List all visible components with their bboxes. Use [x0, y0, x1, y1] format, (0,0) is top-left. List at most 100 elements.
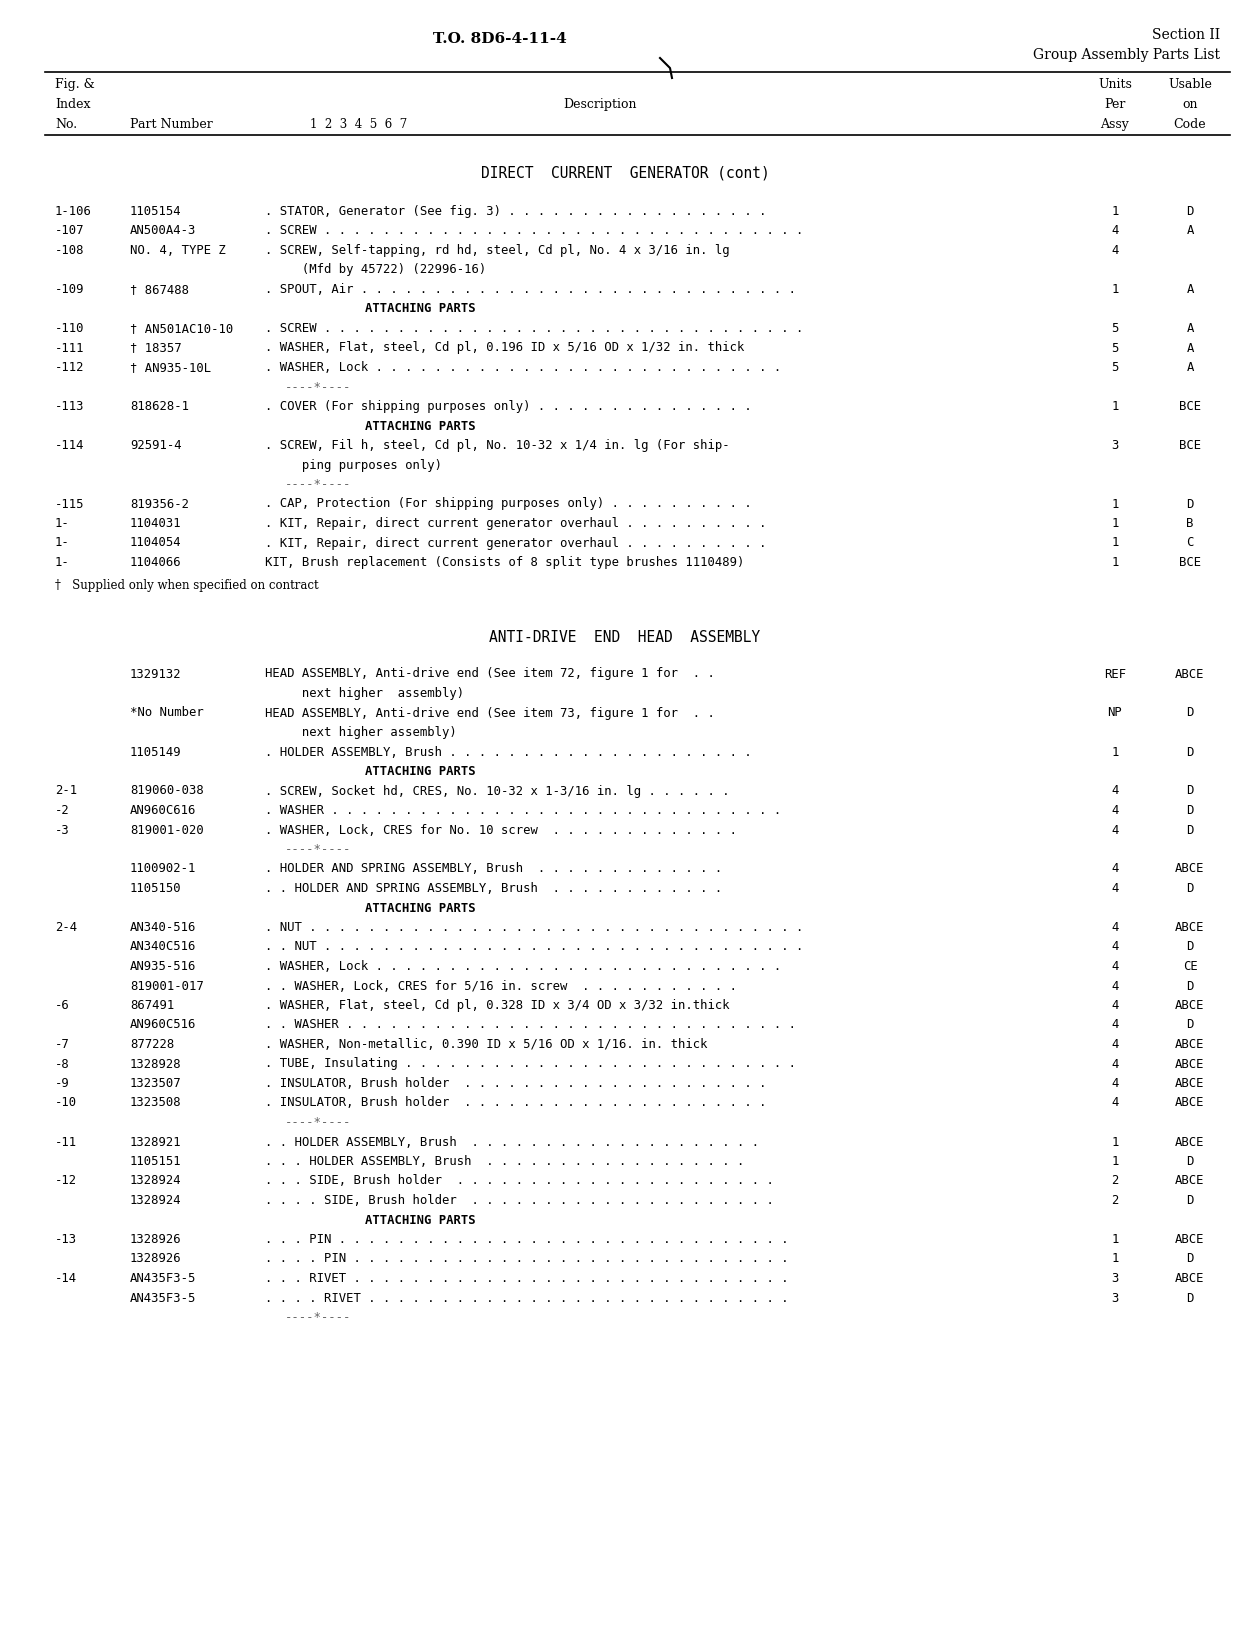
Text: . INSULATOR, Brush holder  . . . . . . . . . . . . . . . . . . . . .: . INSULATOR, Brush holder . . . . . . . … [265, 1077, 767, 1090]
Text: D: D [1186, 1018, 1193, 1031]
Text: ABCE: ABCE [1175, 1174, 1205, 1187]
Text: -114: -114 [55, 440, 85, 451]
Text: ABCE: ABCE [1175, 921, 1205, 934]
Text: † 18357: † 18357 [130, 341, 181, 354]
Text: 4: 4 [1111, 960, 1118, 973]
Text: A: A [1186, 361, 1193, 374]
Text: *No Number: *No Number [130, 707, 204, 720]
Text: . . NUT . . . . . . . . . . . . . . . . . . . . . . . . . . . . . . . . .: . . NUT . . . . . . . . . . . . . . . . … [265, 940, 803, 954]
Text: 1-: 1- [55, 517, 70, 530]
Text: AN435F3-5: AN435F3-5 [130, 1291, 196, 1304]
Text: 4: 4 [1111, 940, 1118, 954]
Text: 4: 4 [1111, 1000, 1118, 1011]
Text: ----*----: ----*---- [285, 478, 352, 491]
Text: AN340C516: AN340C516 [130, 940, 196, 954]
Text: 5: 5 [1111, 323, 1118, 334]
Text: 4: 4 [1111, 244, 1118, 257]
Text: 2-1: 2-1 [55, 784, 78, 797]
Text: 1: 1 [1111, 1234, 1118, 1247]
Text: 1-: 1- [55, 557, 70, 568]
Text: . KIT, Repair, direct current generator overhaul . . . . . . . . . .: . KIT, Repair, direct current generator … [265, 537, 767, 550]
Text: ATTACHING PARTS: ATTACHING PARTS [365, 420, 475, 433]
Text: HEAD ASSEMBLY, Anti-drive end (See item 73, figure 1 for  . .: HEAD ASSEMBLY, Anti-drive end (See item … [265, 707, 714, 720]
Text: 3: 3 [1111, 1291, 1118, 1304]
Text: BCE: BCE [1178, 400, 1201, 413]
Text: Assy: Assy [1101, 119, 1130, 132]
Text: A: A [1186, 283, 1193, 296]
Text: BCE: BCE [1178, 440, 1201, 451]
Text: NO. 4, TYPE Z: NO. 4, TYPE Z [130, 244, 226, 257]
Text: 1: 1 [1111, 746, 1118, 759]
Text: -2: -2 [55, 804, 70, 817]
Text: Usable: Usable [1168, 77, 1212, 91]
Text: -10: -10 [55, 1097, 78, 1110]
Text: ----*----: ----*---- [285, 1117, 352, 1128]
Text: Fig. &: Fig. & [55, 77, 95, 91]
Text: 1104066: 1104066 [130, 557, 181, 568]
Text: ATTACHING PARTS: ATTACHING PARTS [365, 303, 475, 316]
Text: D: D [1186, 824, 1193, 837]
Text: CE: CE [1182, 960, 1197, 973]
Text: Units: Units [1098, 77, 1132, 91]
Text: 1: 1 [1111, 1252, 1118, 1265]
Text: . . . HOLDER ASSEMBLY, Brush  . . . . . . . . . . . . . . . . . .: . . . HOLDER ASSEMBLY, Brush . . . . . .… [265, 1155, 744, 1168]
Text: . SPOUT, Air . . . . . . . . . . . . . . . . . . . . . . . . . . . . . .: . SPOUT, Air . . . . . . . . . . . . . .… [265, 283, 796, 296]
Text: 1328928: 1328928 [130, 1057, 181, 1071]
Text: . TUBE, Insulating . . . . . . . . . . . . . . . . . . . . . . . . . . .: . TUBE, Insulating . . . . . . . . . . .… [265, 1057, 796, 1071]
Text: 4: 4 [1111, 824, 1118, 837]
Text: Part Number: Part Number [130, 119, 213, 132]
Text: ABCE: ABCE [1175, 1038, 1205, 1051]
Text: ABCE: ABCE [1175, 1135, 1205, 1148]
Text: . INSULATOR, Brush holder  . . . . . . . . . . . . . . . . . . . . .: . INSULATOR, Brush holder . . . . . . . … [265, 1097, 767, 1110]
Text: . . . SIDE, Brush holder  . . . . . . . . . . . . . . . . . . . . . .: . . . SIDE, Brush holder . . . . . . . .… [265, 1174, 774, 1187]
Text: 4: 4 [1111, 863, 1118, 876]
Text: 1323507: 1323507 [130, 1077, 181, 1090]
Text: 1105150: 1105150 [130, 883, 181, 894]
Text: . . HOLDER AND SPRING ASSEMBLY, Brush  . . . . . . . . . . . .: . . HOLDER AND SPRING ASSEMBLY, Brush . … [265, 883, 722, 894]
Text: NP: NP [1107, 707, 1122, 720]
Text: . WASHER, Flat, steel, Cd pl, 0.328 ID x 3/4 OD x 3/32 in.thick: . WASHER, Flat, steel, Cd pl, 0.328 ID x… [265, 1000, 729, 1011]
Text: . COVER (For shipping purposes only) . . . . . . . . . . . . . . .: . COVER (For shipping purposes only) . .… [265, 400, 752, 413]
Text: . SCREW . . . . . . . . . . . . . . . . . . . . . . . . . . . . . . . . .: . SCREW . . . . . . . . . . . . . . . . … [265, 224, 803, 237]
Text: . . WASHER . . . . . . . . . . . . . . . . . . . . . . . . . . . . . . .: . . WASHER . . . . . . . . . . . . . . .… [265, 1018, 796, 1031]
Text: ABCE: ABCE [1175, 1057, 1205, 1071]
Text: Code: Code [1173, 119, 1206, 132]
Text: 819001-017: 819001-017 [130, 980, 204, 993]
Text: -112: -112 [55, 361, 85, 374]
Text: ----*----: ----*---- [285, 1311, 352, 1324]
Text: . WASHER, Flat, steel, Cd pl, 0.196 ID x 5/16 OD x 1/32 in. thick: . WASHER, Flat, steel, Cd pl, 0.196 ID x… [265, 341, 744, 354]
Text: Section II: Section II [1152, 28, 1220, 43]
Text: 4: 4 [1111, 921, 1118, 934]
Text: 4: 4 [1111, 883, 1118, 894]
Text: 1328924: 1328924 [130, 1194, 181, 1207]
Text: . . . . SIDE, Brush holder  . . . . . . . . . . . . . . . . . . . . .: . . . . SIDE, Brush holder . . . . . . .… [265, 1194, 774, 1207]
Text: 1104031: 1104031 [130, 517, 181, 530]
Text: A: A [1186, 323, 1193, 334]
Text: 1105149: 1105149 [130, 746, 181, 759]
Text: 1: 1 [1111, 557, 1118, 568]
Text: 1-: 1- [55, 537, 70, 550]
Text: ping purposes only): ping purposes only) [265, 458, 442, 471]
Text: 1323508: 1323508 [130, 1097, 181, 1110]
Text: T.O. 8D6-4-11-4: T.O. 8D6-4-11-4 [433, 31, 567, 46]
Text: . CAP, Protection (For shipping purposes only) . . . . . . . . . .: . CAP, Protection (For shipping purposes… [265, 497, 752, 511]
Text: D: D [1186, 883, 1193, 894]
Text: ABCE: ABCE [1175, 1077, 1205, 1090]
Text: ABCE: ABCE [1175, 863, 1205, 876]
Text: . WASHER, Lock, CRES for No. 10 screw  . . . . . . . . . . . . .: . WASHER, Lock, CRES for No. 10 screw . … [265, 824, 737, 837]
Text: . WASHER, Lock . . . . . . . . . . . . . . . . . . . . . . . . . . . .: . WASHER, Lock . . . . . . . . . . . . .… [265, 960, 782, 973]
Text: ATTACHING PARTS: ATTACHING PARTS [365, 764, 475, 777]
Text: 2: 2 [1111, 1194, 1118, 1207]
Text: 4: 4 [1111, 1077, 1118, 1090]
Text: . . WASHER, Lock, CRES for 5/16 in. screw  . . . . . . . . . . .: . . WASHER, Lock, CRES for 5/16 in. scre… [265, 980, 737, 993]
Text: 1100902-1: 1100902-1 [130, 863, 196, 876]
Text: . KIT, Repair, direct current generator overhaul . . . . . . . . . .: . KIT, Repair, direct current generator … [265, 517, 767, 530]
Text: 1105151: 1105151 [130, 1155, 181, 1168]
Text: ----*----: ----*---- [285, 843, 352, 856]
Text: AN500A4-3: AN500A4-3 [130, 224, 196, 237]
Text: 1329132: 1329132 [130, 667, 181, 680]
Text: . . . PIN . . . . . . . . . . . . . . . . . . . . . . . . . . . . . . .: . . . PIN . . . . . . . . . . . . . . . … [265, 1234, 788, 1247]
Text: D: D [1186, 1155, 1193, 1168]
Text: next higher assembly): next higher assembly) [265, 726, 457, 740]
Text: 1: 1 [1111, 283, 1118, 296]
